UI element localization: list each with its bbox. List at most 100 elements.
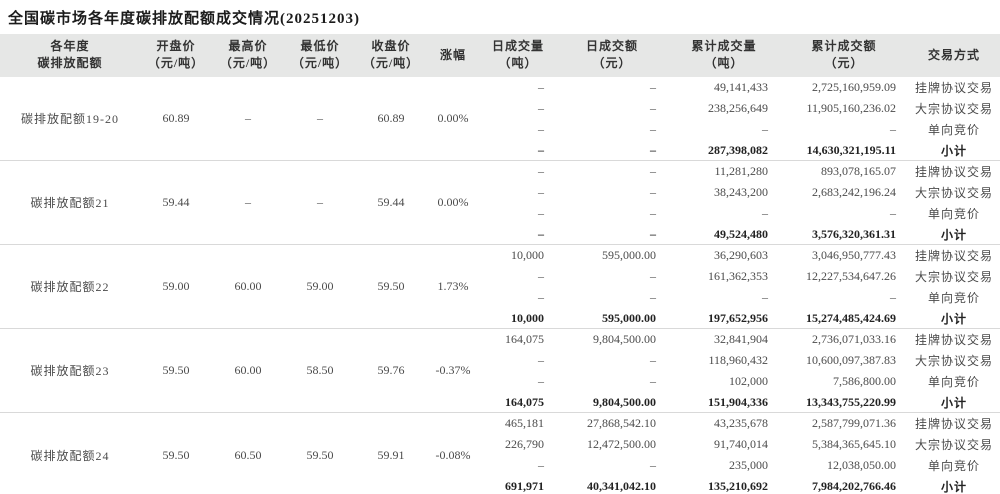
- col-header-line2: （元/吨）: [147, 56, 205, 71]
- daily-volume-cell: –: [538, 226, 544, 241]
- daily-volume-cell: –: [538, 205, 544, 220]
- daily-volume-cell: –: [538, 184, 544, 199]
- cum-amount-cell: 12,038,050.00: [827, 457, 896, 472]
- col-header-line2: （吨）: [704, 56, 744, 71]
- trade-row: 碳排放配额24 59.50 60.50 59.50 59.91 -0.08% 465,181…: [0, 412, 1000, 494]
- daily-volume-cell: 164,075: [505, 394, 544, 409]
- daily-volume-cell: –: [538, 121, 544, 136]
- daily-volume-cell: 226,790: [505, 436, 544, 451]
- daily-volume-cell: –: [538, 100, 544, 115]
- trade-method-cell: 单向竞价: [927, 374, 980, 389]
- year-label-cell: 碳排放配额19-20: [21, 112, 119, 127]
- trade-row: – – 38,243,200 2,683,242,196.24 大宗协议交易: [0, 182, 1000, 203]
- trade-row: – – 238,256,649 11,905,160,236.02 大宗协议交易: [0, 98, 1000, 119]
- page-title: 全国碳市场各年度碳排放配额成交情况(20251203): [8, 11, 360, 27]
- cum-volume-cell: 238,256,649: [708, 100, 768, 115]
- trade-method-cell: 单向竞价: [927, 290, 980, 305]
- cum-volume-cell: 161,362,353: [708, 268, 768, 283]
- daily-amount-cell: 40,341,042.10: [587, 478, 656, 493]
- daily-amount-cell: –: [650, 205, 656, 220]
- col-header-line2: （元）: [592, 56, 632, 71]
- daily-amount-cell: –: [650, 100, 656, 115]
- cum-amount-cell: 7,984,202,766.46: [812, 478, 896, 493]
- daily-volume-cell: –: [538, 268, 544, 283]
- trade-method-cell: 单向竞价: [927, 458, 980, 473]
- trade-row: – – – – 单向竞价: [0, 119, 1000, 140]
- high-price-cell: 60.00: [212, 328, 284, 413]
- low-price-cell: 59.00: [284, 244, 356, 329]
- cum-volume-cell: 43,235,678: [668, 412, 780, 434]
- col-header-line2: （元/吨）: [219, 56, 277, 71]
- col-header-change: 涨幅: [426, 34, 480, 77]
- open-price-cell: 59.50: [140, 412, 212, 494]
- daily-volume-cell: –: [538, 79, 544, 94]
- trade-row: – – – – 单向竞价: [0, 203, 1000, 224]
- trade-method-cell: 挂牌协议交易: [914, 80, 993, 95]
- trade-row: – – 235,000 12,038,050.00 单向竞价: [0, 455, 1000, 476]
- low-price-cell: 59.50: [284, 412, 356, 494]
- cum-amount-cell: 5,384,365,645.10: [812, 436, 896, 451]
- col-header-close-price: 收盘价 （元/吨）: [356, 34, 426, 77]
- daily-amount-cell: –: [556, 160, 668, 182]
- trade-method-cell: 小计: [940, 143, 967, 158]
- trade-method-cell: 挂牌协议交易: [908, 244, 1000, 266]
- col-header-daily-amount: 日成交额 （元）: [556, 34, 668, 77]
- header-row: 各年度 碳排放配额 开盘价 （元/吨） 最高价 （元/吨） 最低价 （元/吨） 收盘价 （元/吨）…: [0, 34, 1000, 77]
- col-header-open-price: 开盘价 （元/吨）: [140, 34, 212, 77]
- carbon-quota-table: 各年度 碳排放配额 开盘价 （元/吨） 最高价 （元/吨） 最低价 （元/吨） 收盘价 （元/吨）…: [0, 34, 1000, 494]
- daily-volume-cell: 164,075: [480, 328, 556, 350]
- col-header-line1: 日成交量: [491, 39, 544, 53]
- cum-volume-cell: –: [762, 289, 768, 304]
- cum-amount-cell: 2,587,799,071.36: [780, 412, 908, 434]
- cum-amount-cell: –: [890, 121, 896, 136]
- subtotal-row: – – 287,398,082 14,630,321,195.11 小计: [0, 140, 1000, 161]
- cum-volume-cell: 49,524,480: [714, 226, 768, 241]
- col-header-line2: 碳排放配额: [37, 56, 103, 71]
- trade-method-cell: 大宗协议交易: [914, 185, 993, 200]
- open-price-cell: 59.50: [140, 328, 212, 413]
- open-price-cell: 59.00: [140, 244, 212, 329]
- high-price-cell: –: [245, 111, 251, 126]
- cum-amount-cell: 893,078,165.07: [780, 160, 908, 182]
- cum-volume-cell: 11,281,280: [668, 160, 780, 182]
- cum-volume-cell: 118,960,432: [708, 352, 768, 367]
- change-cell: -0.37%: [426, 328, 480, 413]
- trade-row: – – 102,000 7,586,800.00 单向竞价: [0, 371, 1000, 392]
- subtotal-row: 691,971 40,341,042.10 135,210,692 7,984,202…: [0, 476, 1000, 494]
- cum-amount-cell: 14,630,321,195.11: [806, 142, 896, 157]
- year-label-cell: 碳排放配额24: [0, 412, 140, 494]
- trade-row: 碳排放配额19-20 60.89 – – 60.89 0.00% – – 49,141,433 2…: [0, 77, 1000, 126]
- col-header-line1: 涨幅: [439, 47, 466, 62]
- cum-amount-cell: 10,600,097,387.83: [806, 352, 896, 367]
- trade-method-cell: 挂牌协议交易: [908, 160, 1000, 182]
- trade-method-cell: 大宗协议交易: [914, 437, 993, 452]
- col-header-low-price: 最低价 （元/吨）: [284, 34, 356, 77]
- col-header-line2: （元/吨）: [362, 56, 420, 71]
- trade-method-cell: 大宗协议交易: [914, 353, 993, 368]
- trade-method-cell: 大宗协议交易: [914, 269, 993, 284]
- col-header-line1: 最低价: [300, 39, 340, 53]
- daily-amount-cell: –: [650, 457, 656, 472]
- daily-amount-cell: –: [650, 184, 656, 199]
- cum-volume-cell: 135,210,692: [708, 478, 768, 493]
- low-price-cell: 58.50: [284, 328, 356, 413]
- high-price-cell: 60.50: [212, 412, 284, 494]
- close-price-cell: 59.76: [356, 328, 426, 413]
- daily-volume-cell: –: [538, 142, 544, 157]
- cum-volume-cell: 235,000: [729, 457, 768, 472]
- daily-volume-cell: 10,000: [511, 310, 544, 325]
- close-price-cell: 59.91: [356, 412, 426, 494]
- cum-volume-cell: 151,904,336: [708, 394, 768, 409]
- cum-volume-cell: 91,740,014: [714, 436, 768, 451]
- col-header-year-quota: 各年度 碳排放配额: [0, 34, 140, 77]
- trade-method-cell: 小计: [940, 479, 967, 494]
- cum-amount-cell: –: [890, 205, 896, 220]
- daily-amount-cell: –: [650, 226, 656, 241]
- cum-amount-cell: 12,227,534,647.26: [806, 268, 896, 283]
- year-label-cell: 碳排放配额21: [0, 160, 140, 245]
- cum-volume-cell: –: [762, 205, 768, 220]
- daily-volume-cell: 691,971: [505, 478, 544, 493]
- col-header-daily-volume: 日成交量 （吨）: [480, 34, 556, 77]
- daily-amount-cell: –: [650, 373, 656, 388]
